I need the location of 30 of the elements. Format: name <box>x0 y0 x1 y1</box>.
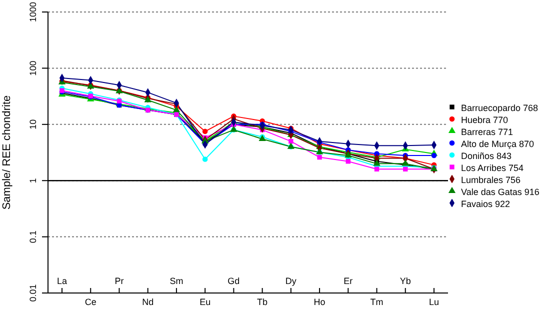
x-tick-label: Lu <box>428 297 440 307</box>
y-tick-label: 1 <box>28 178 38 184</box>
x-tick-label: Pr <box>114 276 124 286</box>
legend-label: Lumbrales 756 <box>460 174 522 186</box>
x-tick-label: Tm <box>370 297 384 307</box>
y-tick-label: 0.01 <box>28 284 38 302</box>
x-tick-label: Yb <box>400 276 411 286</box>
x-tick-label: Nd <box>142 297 154 307</box>
legend-label: Vale das Gatas 916 <box>460 186 540 198</box>
legend-label: Alto de Murça 870 <box>460 138 536 150</box>
x-tick-label: Ho <box>314 297 326 307</box>
x-tick-label: Eu <box>200 297 211 307</box>
x-tick-label: Gd <box>228 276 240 286</box>
y-tick-label: 0.1 <box>28 230 38 244</box>
y-tick-label: 100 <box>28 60 38 76</box>
legend-label: Barreras 771 <box>460 126 514 138</box>
legend-label: Los Arribes 754 <box>460 162 525 174</box>
y-axis-title: Sample/ REE chondrite <box>0 95 13 210</box>
legend-label: Doniños 843 <box>460 150 513 162</box>
x-tick-label: La <box>56 276 68 286</box>
x-tick-label: Dy <box>285 276 297 286</box>
y-tick-label: 1000 <box>28 2 38 22</box>
legend-label: Favaios 922 <box>460 198 512 210</box>
y-tick-label: 10 <box>28 119 38 130</box>
legend-label: Huebra 770 <box>460 114 510 126</box>
x-tick-label: Ce <box>84 297 96 307</box>
legend-label: Barruecopardo 768 <box>460 102 540 114</box>
x-tick-label: Sm <box>170 276 184 286</box>
x-tick-label: Tb <box>257 297 268 307</box>
x-tick-label: Er <box>344 276 353 286</box>
